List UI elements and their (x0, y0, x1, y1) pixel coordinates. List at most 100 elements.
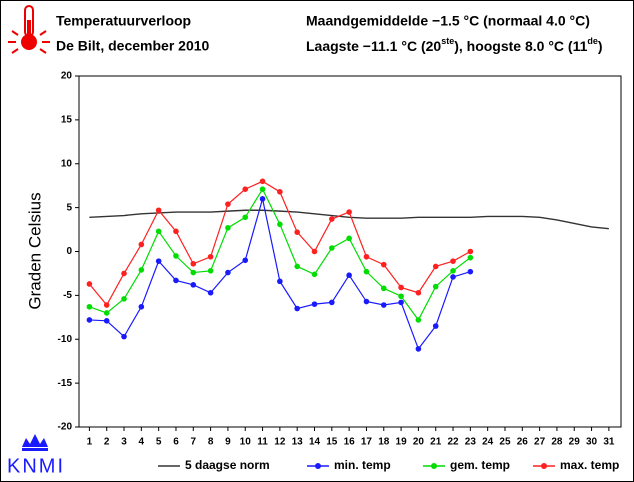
data-point (363, 253, 370, 260)
data-point (467, 248, 474, 255)
x-tick-label: 26 (517, 437, 529, 448)
annotation-part: ) (598, 38, 603, 54)
data-point (450, 258, 456, 264)
data-point (277, 189, 283, 195)
data-point (398, 284, 404, 291)
data-point (173, 253, 179, 259)
x-tick-label: 1 (87, 437, 93, 448)
data-point (450, 268, 456, 274)
data-point (190, 282, 197, 288)
x-tick-label: 18 (378, 437, 390, 448)
data-point (242, 186, 249, 192)
x-tick-label: 19 (396, 437, 408, 448)
data-point (294, 263, 300, 270)
y-tick-label: 15 (61, 115, 73, 126)
legend-marker (541, 463, 547, 469)
x-tick-label: 25 (499, 437, 511, 448)
x-tick-label: 20 (413, 437, 425, 448)
x-tick-label: 13 (292, 437, 304, 448)
data-point (207, 253, 214, 260)
x-tick-label: 2 (104, 437, 110, 448)
x-tick-label: 7 (191, 437, 197, 448)
x-tick-label: 15 (326, 437, 338, 448)
data-point (121, 296, 127, 302)
data-point (363, 298, 370, 305)
data-point (190, 260, 197, 267)
y-tick-label: 0 (66, 246, 72, 257)
data-point (294, 305, 300, 312)
data-point (380, 285, 387, 292)
annotation-sup: de (587, 36, 598, 46)
legend-label: gem. temp (450, 458, 510, 472)
chart-title: Temperatuurverloop (56, 13, 191, 29)
data-point (121, 333, 127, 340)
annotation-part: ), hoogste 8.0 °C (11 (454, 38, 587, 54)
data-point (346, 235, 352, 242)
y-axis-label: Graden Celsius (25, 192, 44, 309)
data-point (103, 302, 110, 308)
x-tick-label: 23 (465, 437, 477, 448)
y-tick-label: -20 (58, 422, 73, 433)
data-point (363, 268, 370, 275)
data-point (138, 267, 145, 273)
y-tick-label: 20 (61, 71, 73, 82)
data-point (103, 310, 110, 316)
data-point (398, 299, 404, 306)
x-tick-label: 29 (569, 437, 581, 448)
x-tick-label: 16 (344, 437, 356, 448)
x-tick-label: 9 (225, 437, 231, 448)
data-point (207, 289, 214, 296)
x-tick-label: 14 (309, 437, 321, 448)
data-point (225, 201, 231, 207)
data-point (329, 216, 335, 222)
x-tick-label: 10 (240, 437, 252, 448)
data-point (277, 278, 283, 285)
data-point (242, 214, 249, 221)
data-point (415, 317, 422, 323)
y-tick-label: -5 (63, 290, 72, 301)
data-point (432, 283, 439, 290)
series-line (89, 209, 609, 230)
x-tick-label: 11 (257, 437, 268, 448)
legend-marker (431, 463, 437, 469)
data-point (86, 317, 93, 323)
data-point (121, 270, 127, 277)
annotation-extremes: Laagste −11.1 °C (20ste), hoogste 8.0 °C… (306, 36, 603, 53)
data-point (294, 229, 300, 235)
x-tick-label: 5 (156, 437, 162, 448)
data-point (467, 254, 474, 261)
x-tick-label: 6 (173, 437, 179, 448)
x-tick-label: 12 (274, 437, 286, 448)
data-point (329, 299, 335, 306)
data-point (173, 277, 179, 284)
data-point (380, 261, 387, 268)
x-tick-label: 27 (534, 437, 546, 448)
data-point (190, 269, 197, 276)
legend-label: min. temp (334, 458, 391, 472)
x-tick-label: 21 (430, 437, 442, 448)
legend-marker (315, 463, 321, 469)
thermometer-icon (8, 5, 50, 54)
data-point (277, 221, 283, 228)
data-point (329, 245, 335, 251)
data-point (242, 257, 249, 264)
data-point (432, 263, 439, 270)
x-tick-label: 30 (586, 437, 598, 448)
x-tick-label: 24 (482, 437, 494, 448)
data-point (207, 268, 214, 274)
data-point (155, 228, 162, 235)
data-point (311, 271, 318, 278)
data-point (467, 268, 474, 275)
data-point (346, 272, 352, 278)
y-tick-label: -15 (58, 378, 73, 389)
x-tick-label: 28 (551, 437, 563, 448)
knmi-crown (22, 434, 48, 451)
data-point (155, 258, 162, 264)
data-point (225, 269, 231, 276)
data-point (450, 274, 456, 280)
data-point (432, 323, 439, 329)
data-point (86, 281, 93, 287)
logo-text: KNMI (7, 455, 65, 477)
